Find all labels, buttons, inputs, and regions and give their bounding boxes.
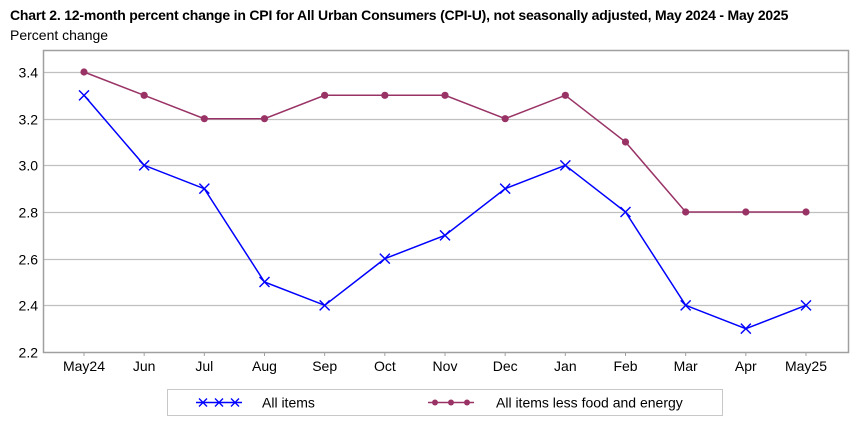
x-tick-label: May24 [63,358,105,374]
x-tick-label: Sep [312,358,337,374]
x-axis-ticks: May24 Jun Jul Aug Sep Oct Nov Dec Jan Feb Mar Apr Ma… [63,352,827,374]
chart-title: Chart 2. 12-month percent change in CPI … [10,7,789,23]
y-tick-label: 2.2 [19,345,39,361]
x-tick-label: Jun [133,358,156,374]
x-tick-label: Nov [433,358,458,374]
data-point [260,115,269,123]
data-point [259,276,270,288]
y-tick-label: 3.0 [19,158,39,174]
data-point [740,323,752,335]
y-tick-label: 2.8 [19,205,39,221]
series-group [78,68,812,335]
data-point [561,91,569,99]
data-point [379,253,391,265]
legend-item: All items less food and energy [428,395,683,411]
data-point [499,183,511,195]
data-point [321,91,329,99]
y-tick-label: 3.2 [19,112,39,128]
data-point [621,138,630,146]
x-tick-label: Mar [674,358,698,374]
data-point [742,208,750,216]
x-tick-label: Dec [493,358,518,374]
data-point [200,115,208,123]
legend-label: All items less food and energy [496,395,683,411]
legend-marker [448,399,454,406]
legend-marker [214,398,224,407]
data-point [620,206,631,218]
y-tick-label: 2.4 [19,298,39,314]
data-point [138,159,150,171]
series-all-items-less-food-and-energy [80,68,810,216]
legend-marker [432,399,438,406]
data-point [80,68,88,76]
data-point [78,89,90,101]
legend-marker [230,398,240,407]
y-axis-label: Percent change [10,27,109,43]
legend: All items All items less food and energy [167,389,723,416]
legend-item: All items [196,395,315,411]
legend-marker [198,398,208,407]
x-tick-label: Oct [374,358,396,374]
data-point [680,299,692,311]
x-tick-label: Jul [195,358,213,374]
data-point [501,115,509,123]
data-point [319,299,331,311]
x-tick-label: May25 [785,358,827,374]
data-point [559,159,571,171]
data-point [381,91,389,99]
y-tick-label: 3.4 [19,65,39,81]
data-point [441,91,449,99]
plot-frame [42,49,850,354]
data-point [802,208,810,216]
x-tick-label: Feb [613,358,637,374]
data-point [140,91,148,99]
gridlines [43,71,849,307]
x-tick-label: Aug [252,358,277,374]
series-all-items [78,89,812,335]
data-point [439,229,451,241]
x-tick-label: Apr [735,358,757,374]
legend-marker [464,399,470,406]
y-axis-ticks: 2.2 2.4 2.6 2.8 3.0 3.2 3.4 [19,65,39,361]
data-point [800,299,812,311]
data-point [198,183,210,195]
legend-label: All items [262,395,315,411]
x-tick-label: Jan [554,358,577,374]
data-point [682,208,690,216]
y-tick-label: 2.6 [19,252,39,268]
